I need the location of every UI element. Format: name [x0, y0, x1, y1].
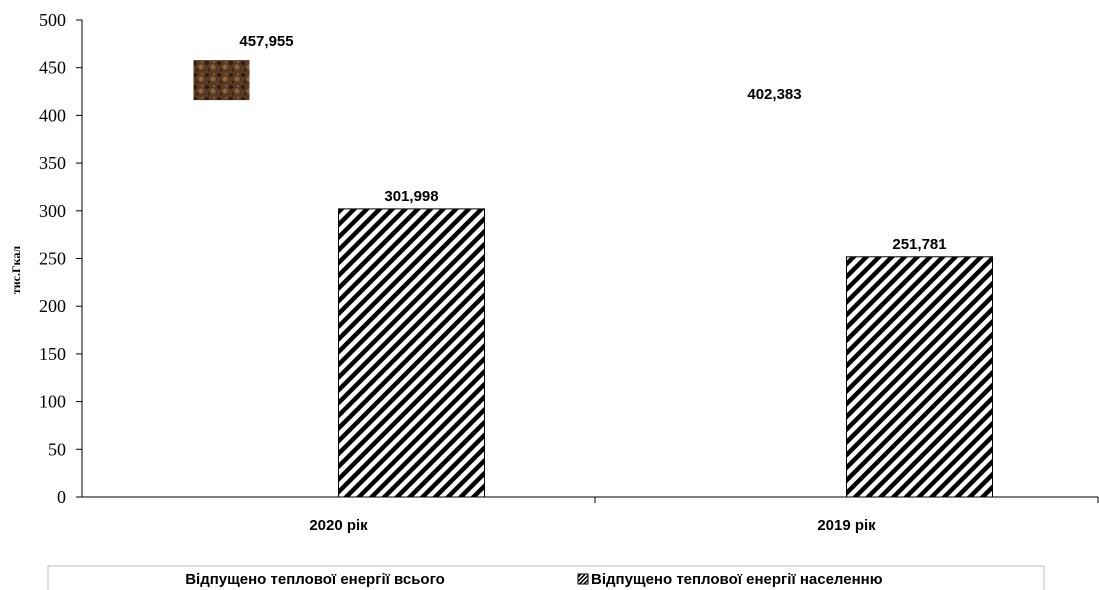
category-labels: 2020 рік 2019 рік: [309, 517, 876, 534]
bar-total: [193, 60, 250, 101]
bar-population: [846, 256, 993, 498]
legend: Відпущено теплової енергії всього Відпущ…: [47, 565, 1045, 590]
y-ticks: 0 50 100 150 200 250 300 350 400 450 500: [39, 10, 82, 507]
y-tick-label: 350: [39, 153, 66, 173]
legend-label-all: Відпущено теплової енергії всього: [185, 571, 445, 588]
y-tick-label: 400: [39, 105, 66, 125]
y-tick-label: 50: [48, 439, 66, 459]
category-label: 2020 рік: [309, 517, 368, 534]
y-tick-label: 0: [57, 487, 66, 507]
y-tick-label: 500: [39, 10, 66, 30]
y-tick-label: 200: [39, 296, 66, 316]
data-label: 301,998: [384, 188, 438, 205]
y-axis-label: тис.Гкал: [9, 246, 23, 295]
y-tick-label: 100: [39, 392, 66, 412]
y-tick-label: 450: [39, 58, 66, 78]
bar-population: [338, 208, 485, 498]
y-tick-label: 250: [39, 249, 66, 269]
legend-swatch-population: [577, 573, 589, 585]
y-tick-label: 150: [39, 344, 66, 364]
y-tick-label: 300: [39, 201, 66, 221]
legend-label-population: Відпущено теплової енергії населенню: [591, 571, 883, 588]
legend-box: [47, 565, 1045, 590]
data-label: 457,955: [239, 33, 293, 50]
data-labels: 457,955 402,383 301,998 251,781: [239, 33, 946, 253]
bars: [193, 60, 993, 498]
category-label: 2019 рік: [817, 517, 876, 534]
data-label: 251,781: [892, 236, 946, 253]
data-label: 402,383: [747, 86, 801, 103]
